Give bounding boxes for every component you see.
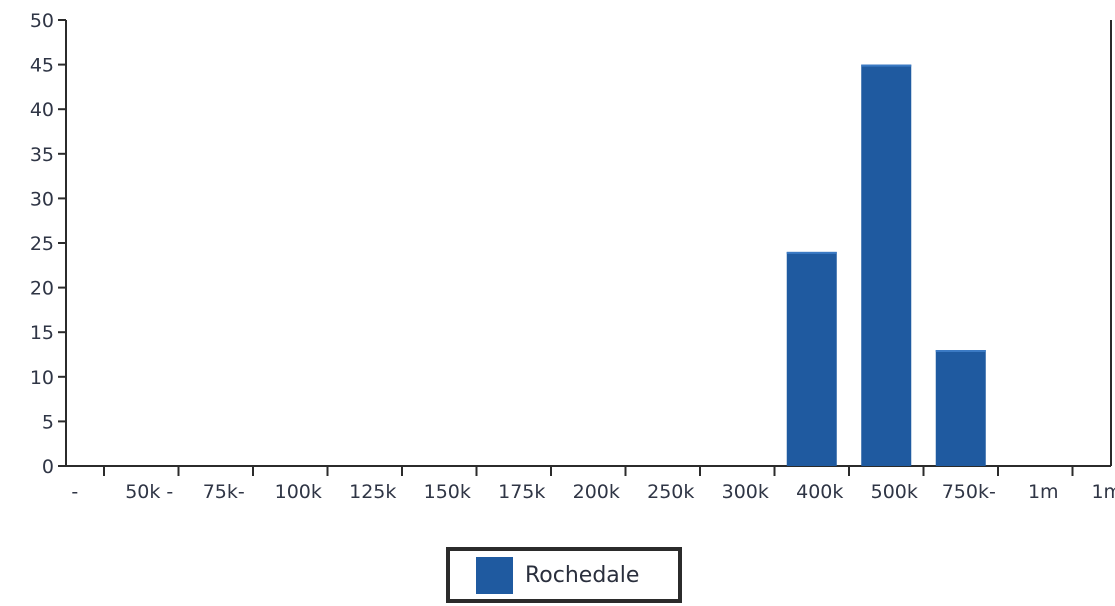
legend-swatch <box>476 556 513 594</box>
legend-label: Rochedale <box>525 562 640 588</box>
y-axis: 0 5 10 15 20 25 30 35 40 45 50 <box>30 10 67 478</box>
y-tick-label: 45 <box>30 55 54 77</box>
x-tick-label: 1m <box>1028 481 1059 503</box>
bar-400k <box>786 251 837 466</box>
x-tick-label: 1m + <box>1091 481 1115 503</box>
x-tick-label: 100k <box>275 481 322 503</box>
x-tick-label: 125k <box>349 481 396 503</box>
x-tick-label: 400k <box>796 481 843 503</box>
bars <box>786 64 986 466</box>
y-tick-label: 5 <box>42 411 54 433</box>
x-tick-label: 175k <box>498 481 545 503</box>
bar-750k <box>935 350 986 466</box>
y-tick-label: 30 <box>30 188 54 210</box>
x-tick-label: 750k- <box>942 481 996 503</box>
x-tick-label: 50k - <box>125 481 173 503</box>
x-tick-label: 200k <box>573 481 620 503</box>
y-tick-label: 25 <box>30 233 54 255</box>
x-tick-label: 75k- <box>203 481 245 503</box>
y-tick-label: 15 <box>30 322 54 344</box>
x-tick-label: - <box>71 481 78 503</box>
x-tick-label: 150k <box>424 481 471 503</box>
bar-500k <box>861 64 912 466</box>
y-tick-label: 50 <box>30 10 54 32</box>
y-tick-label: 35 <box>30 144 54 166</box>
x-tick-label: 250k <box>647 481 694 503</box>
legend: Rochedale <box>446 547 682 603</box>
x-tick-label: 300k <box>722 481 769 503</box>
y-tick-label: 0 <box>42 456 54 478</box>
y-tick-label: 10 <box>30 367 54 389</box>
y-tick-label: 40 <box>30 99 54 121</box>
y-tick-label: 20 <box>30 278 54 300</box>
x-tick-label: 500k <box>871 481 918 503</box>
x-axis: - 50k - 75k- 100k 125k 150k 175k 200k 250k 300k 40… <box>66 465 1115 503</box>
